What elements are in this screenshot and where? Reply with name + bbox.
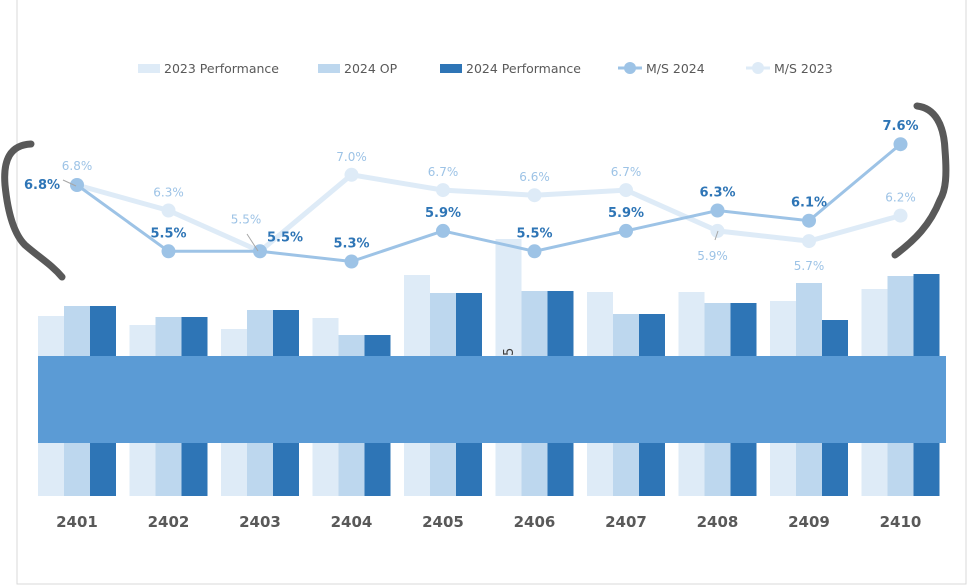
point-M/S 2023-2408 (710, 223, 725, 238)
x-tick-label: 2404 (331, 513, 373, 531)
line-M/S 2024 (76, 143, 902, 264)
data-label-ms2023: 6.7% (611, 165, 642, 179)
legend-item-2024 Performance: 2024 Performance (440, 61, 581, 76)
point-M/S 2024-2410 (893, 137, 908, 152)
left-bracket (1, 140, 66, 281)
legend-swatch (318, 64, 340, 73)
data-label-ms2023: 5.5% (231, 212, 262, 226)
point-M/S 2023-2406 (527, 188, 542, 203)
point-M/S 2023-2407 (619, 183, 633, 198)
data-label-ms2023: 6.6% (519, 170, 550, 184)
point-M/S 2024-2401 (70, 178, 84, 192)
data-label-ms2024: 5.5% (150, 226, 186, 241)
data-label-ms2023: 5.9% (697, 249, 728, 263)
legend-label: M/S 2023 (774, 61, 833, 76)
data-label-ms2024: 7.6% (882, 119, 918, 134)
point-M/S 2023-2402 (161, 203, 176, 218)
leader-line (246, 233, 259, 252)
leader-line (714, 230, 719, 241)
point-M/S 2023-2405 (436, 183, 450, 198)
point-M/S 2024-2407 (619, 223, 633, 238)
data-label-ms2024: 5.9% (608, 206, 644, 221)
lines: 6.8% 6.3% 5.5% 7.0% 6.7% 6.6% 6.7% 5.9% 5.7% 6.2%… (24, 119, 919, 273)
point-M/S 2023-2404 (344, 167, 359, 182)
x-axis-ticks: 2401 2402 2403 2404 2405 2406 2407 2408 2409 2410 (56, 513, 921, 531)
right-bracket (891, 102, 950, 259)
legend-marker (624, 62, 636, 74)
point-M/S 2023-2409 (802, 234, 816, 249)
legend-swatch (440, 64, 462, 73)
data-label-ms2023: 6.7% (428, 165, 459, 179)
point-M/S 2024-2404 (344, 254, 359, 269)
data-label-ms2024: 6.1% (791, 196, 827, 211)
x-tick-label: 2409 (788, 513, 830, 531)
data-label-ms2024: 5.5% (516, 226, 552, 241)
legend: 2023 Performance 2024 OP 2024 Performance M… (138, 61, 833, 76)
legend-label: 2024 Performance (466, 61, 581, 76)
x-tick-label: 2407 (605, 513, 647, 531)
x-tick-label: 2402 (148, 513, 190, 531)
data-label-ms2024: 6.3% (699, 186, 735, 201)
point-M/S 2024-2408 (710, 203, 725, 218)
data-label-ms2024: 5.9% (425, 206, 461, 221)
point-M/S 2023-2410 (893, 208, 908, 223)
point-M/S 2024-2409 (802, 213, 816, 228)
legend-item-M/S 2023: M/S 2023 (746, 61, 833, 76)
point-M/S 2024-2406 (527, 244, 542, 259)
legend-marker (752, 62, 764, 74)
x-tick-label: 2401 (56, 513, 98, 531)
legend-swatch (138, 64, 160, 73)
legend-label: 2023 Performance (164, 61, 279, 76)
point-M/S 2024-2405 (436, 223, 450, 238)
data-label-ms2024: 5.5% (267, 230, 303, 245)
data-label-ms2023: 7.0% (336, 150, 367, 164)
data-label-ms2024: 5.3% (333, 237, 369, 252)
x-tick-label: 2406 (514, 513, 556, 531)
line-M/S 2023 (76, 172, 902, 255)
leader-line (62, 179, 77, 187)
hand-drawn-annotation (1, 102, 950, 281)
data-label-ms2023: 5.7% (794, 259, 825, 273)
x-tick-label: 2403 (239, 513, 281, 531)
data-label-ms2024: 6.8% (24, 178, 60, 193)
legend-item-M/S 2024: M/S 2024 (618, 61, 705, 76)
partial-text-fragment: 5 (502, 348, 517, 356)
point-M/S 2024-2402 (161, 244, 176, 259)
legend-item-2023 Performance: 2023 Performance (138, 61, 279, 76)
x-tick-label: 2405 (422, 513, 464, 531)
data-label-ms2023: 6.8% (62, 159, 93, 173)
x-tick-label: 2408 (697, 513, 739, 531)
legend-label: 2024 OP (344, 61, 398, 76)
legend-label: M/S 2024 (646, 61, 705, 76)
obscuring-band (38, 356, 946, 443)
data-label-ms2023: 6.3% (153, 186, 184, 200)
data-label-ms2023: 6.2% (885, 191, 916, 205)
chart-frame (16, 0, 967, 585)
legend-item-2024 OP: 2024 OP (318, 61, 398, 76)
x-tick-label: 2410 (880, 513, 922, 531)
